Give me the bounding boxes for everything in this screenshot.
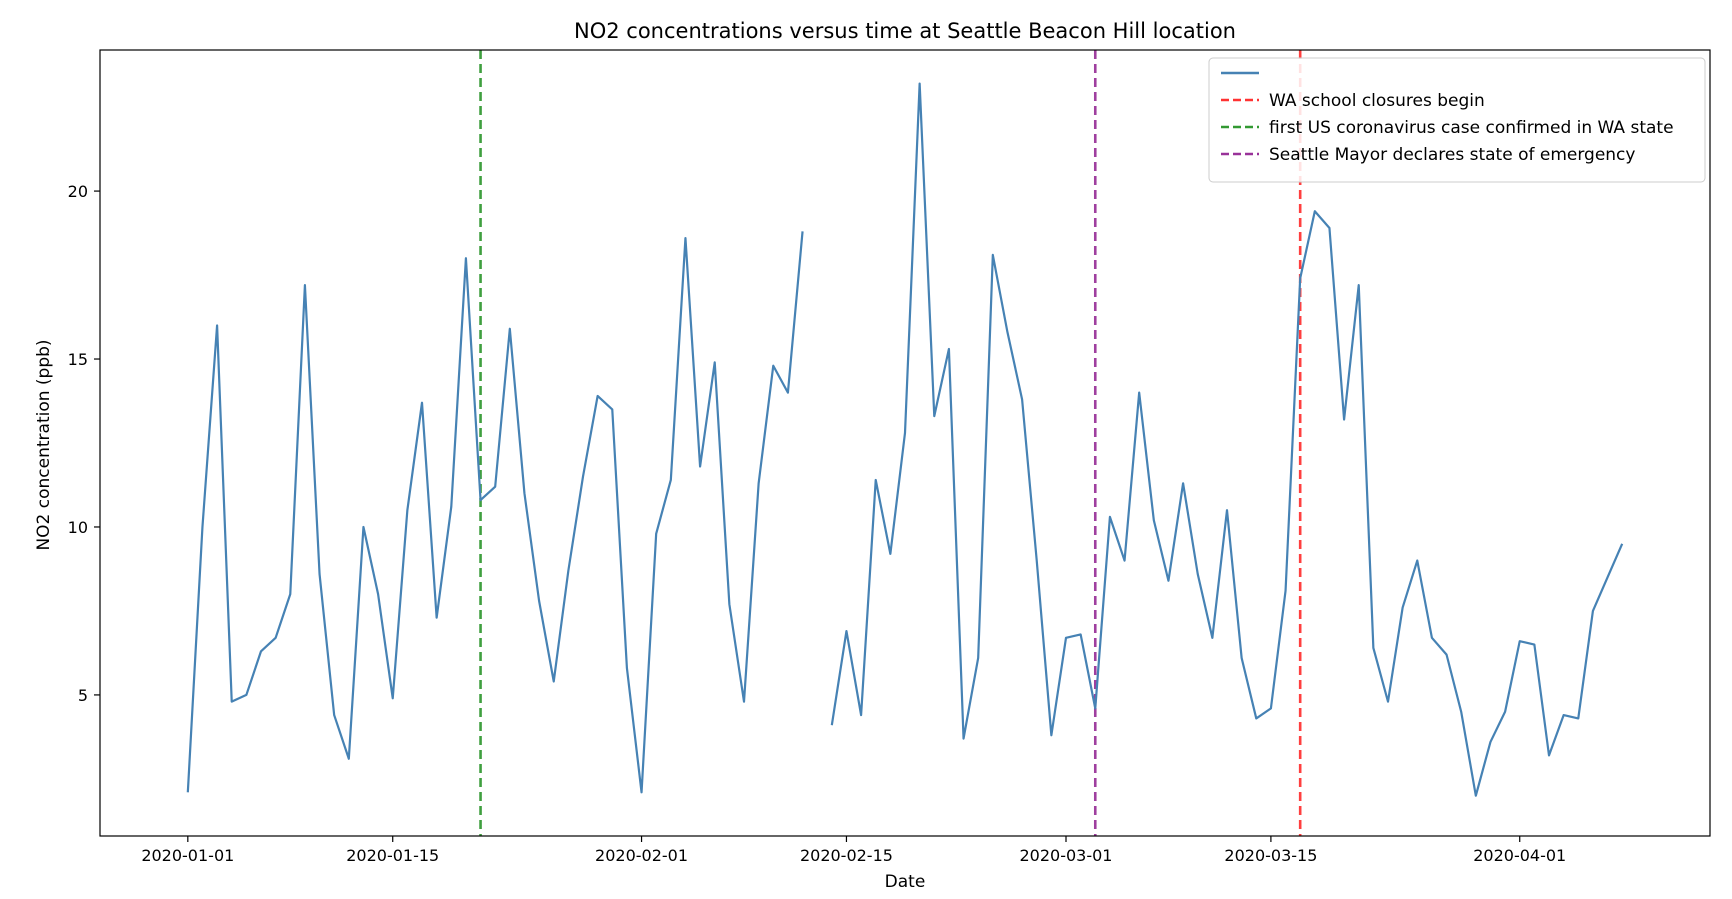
x-axis-ticks: 2020-01-01 2020-01-15 2020-02-01 2020-02-15… — [141, 836, 1566, 865]
series-line-0-segment-0 — [186, 231, 804, 794]
legend-label-2: first US coronavirus case confirmed in W… — [1269, 118, 1674, 138]
data-series — [186, 82, 1624, 797]
x-tick-label-0: 2020-01-01 — [141, 846, 234, 865]
legend-box — [1208, 57, 1706, 183]
x-tick-label-4: 2020-03-01 — [1020, 846, 1113, 865]
x-tick-label-3: 2020-02-15 — [800, 846, 893, 865]
y-tick-label-3: 20 — [68, 182, 88, 201]
y-tick-label-2: 15 — [68, 350, 88, 369]
x-axis-label: Date — [885, 872, 926, 892]
x-tick-label-5: 2020-03-15 — [1224, 846, 1317, 865]
event-lines — [479, 50, 1302, 836]
series-line-0-segment-1 — [830, 82, 1624, 797]
legend-label-3: Seattle Mayor declares state of emergenc… — [1269, 145, 1635, 165]
y-tick-label-1: 10 — [68, 518, 88, 537]
legend: WA school closures begin first US coronav… — [1208, 57, 1706, 183]
plot-frame — [99, 49, 1711, 837]
y-axis-ticks: 5 10 15 20 — [68, 182, 100, 705]
chart-title: NO2 concentrations versus time at Seattl… — [574, 19, 1236, 43]
y-tick-label-0: 5 — [78, 686, 88, 705]
x-tick-label-1: 2020-01-15 — [346, 846, 439, 865]
x-tick-label-2: 2020-02-01 — [595, 846, 688, 865]
legend-label-1: WA school closures begin — [1269, 91, 1485, 111]
x-tick-label-6: 2020-04-01 — [1473, 846, 1566, 865]
y-axis-label: NO2 concentration (ppb) — [34, 339, 54, 550]
